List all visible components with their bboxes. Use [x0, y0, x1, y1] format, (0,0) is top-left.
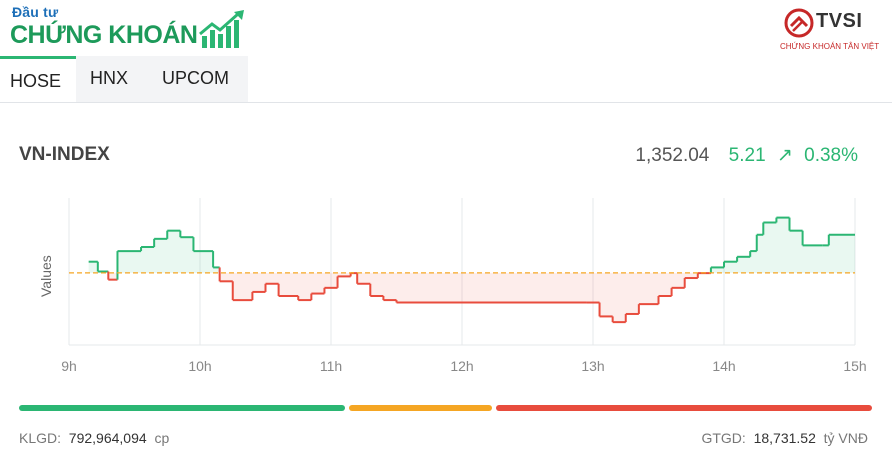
- x-tick-9h: 9h: [61, 358, 77, 374]
- up-arrow-icon: ↗: [776, 145, 793, 166]
- index-change-pct: 0.38%: [804, 145, 858, 166]
- area-segment: [658, 272, 672, 296]
- area-segment: [232, 272, 253, 301]
- value-label: GTGD:: [701, 430, 746, 446]
- area-segment: [167, 230, 181, 273]
- area-segment: [396, 272, 462, 303]
- tab-hnx[interactable]: HNX: [90, 68, 129, 88]
- area-segment: [724, 261, 738, 273]
- value-unit: tỷ VNĐ: [823, 430, 868, 446]
- growth-chart-icon: [199, 10, 244, 48]
- brand-line2: CHỨNG KHOÁN: [10, 21, 198, 49]
- area-segment: [750, 251, 757, 273]
- value-info: GTGD: 18,731.52 tỷ VNĐ: [701, 430, 868, 446]
- index-name: VN-INDEX: [19, 144, 110, 165]
- area-segment: [684, 272, 698, 279]
- index-value: 1,352.04: [635, 145, 710, 166]
- area-segment: [278, 272, 299, 296]
- area-segment: [265, 272, 279, 284]
- area-segment: [776, 217, 790, 273]
- area-segment: [337, 272, 351, 277]
- area-segment: [822, 245, 829, 273]
- volume-label: KLGD:: [19, 430, 62, 446]
- area-segment: [789, 230, 803, 273]
- area-segment: [756, 234, 764, 273]
- area-segment: [108, 272, 118, 280]
- area-segment: [311, 272, 325, 294]
- trade-value: 18,731.52: [753, 430, 816, 446]
- volume-info: KLGD: 792,964,094 cp: [19, 430, 169, 446]
- tvsi-emblem-icon: [784, 8, 814, 38]
- index-values: 1,352.04 5.21 ↗ 0.38%: [635, 144, 858, 167]
- x-tick-10h: 10h: [188, 358, 211, 374]
- breadth-unchanged-bar: [349, 405, 493, 411]
- x-tick-12h: 12h: [450, 358, 473, 374]
- area-segment: [324, 272, 338, 288]
- area-segment: [828, 234, 855, 273]
- x-tick-13h: 13h: [581, 358, 604, 374]
- area-segment: [671, 272, 685, 288]
- x-tick-11h: 11h: [320, 358, 342, 374]
- area-segment: [383, 272, 397, 301]
- area-segment: [638, 272, 659, 305]
- area-segment: [586, 272, 600, 303]
- area-segment: [117, 251, 142, 273]
- area-segment: [298, 272, 312, 301]
- area-segment: [462, 272, 528, 303]
- area-segment: [612, 272, 626, 323]
- volume-value: 792,964,094: [68, 430, 147, 446]
- area-segment: [180, 237, 194, 273]
- area-segment: [527, 272, 587, 303]
- tvsi-subtitle: CHỨNG KHOÁN TÂN VIỆT: [780, 42, 880, 51]
- tab-upcom[interactable]: UPCOM: [162, 68, 229, 88]
- exchange-tabs: HOSE HNX UPCOM: [0, 56, 892, 103]
- area-segment: [154, 238, 168, 273]
- tab-hose[interactable]: HOSE: [0, 56, 76, 102]
- area-segment: [219, 272, 233, 282]
- tab-group: HNX UPCOM: [76, 56, 248, 102]
- x-tick-15h: 15h: [843, 358, 866, 374]
- tabs-divider: [0, 102, 892, 103]
- area-segment: [763, 222, 777, 273]
- brand-line1: Đầu tư: [12, 4, 59, 20]
- area-segment: [88, 261, 98, 273]
- area-segment: [193, 251, 214, 273]
- brand-logo: Đầu tư CHỨNG KHOÁN: [10, 4, 250, 54]
- area-segment: [213, 267, 220, 273]
- area-segment: [802, 245, 823, 273]
- area-segment: [710, 267, 724, 273]
- breadth-up-bar: [19, 405, 346, 411]
- intraday-chart: 9h 10h 11h 12h 13h 14h 15h: [61, 198, 867, 374]
- area-segment: [737, 256, 751, 273]
- area-segment: [625, 272, 639, 314]
- volume-unit: cp: [154, 430, 170, 446]
- area-segment: [357, 272, 371, 284]
- area-segment: [252, 272, 266, 292]
- x-tick-14h: 14h: [712, 358, 735, 374]
- tvsi-logo: TVSI CHỨNG KHOÁN TÂN VIỆT: [780, 6, 888, 56]
- index-change: 5.21: [728, 145, 766, 166]
- area-segment: [370, 272, 384, 296]
- breadth-down-bar: [496, 405, 872, 411]
- area-segment: [141, 247, 155, 273]
- area-segment: [599, 272, 613, 317]
- tvsi-name: TVSI: [816, 10, 863, 32]
